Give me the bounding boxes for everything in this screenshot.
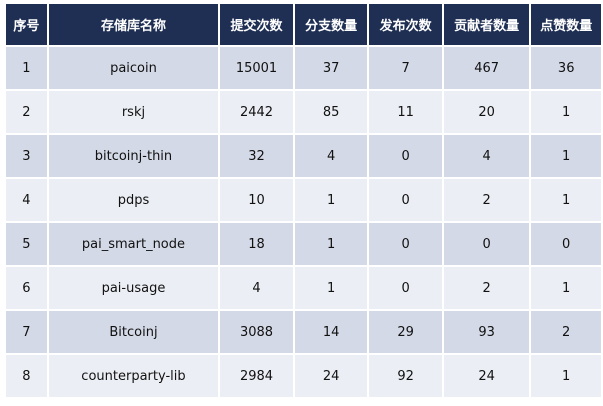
- header-repo-name: 存储库名称: [48, 4, 219, 45]
- cell-stars: 1: [531, 355, 601, 397]
- cell-releases: 0: [369, 223, 442, 265]
- header-commits: 提交次数: [220, 4, 293, 45]
- cell-releases: 7: [369, 47, 442, 89]
- cell-repo-name: paicoin: [48, 47, 219, 89]
- cell-branches: 1: [294, 179, 368, 221]
- cell-contributors: 93: [443, 311, 530, 353]
- cell-releases: 0: [369, 267, 442, 309]
- repository-stats-table: 序号 存储库名称 提交次数 分支数量 发布次数 贡献者数量 点赞数量 1 pai…: [4, 2, 603, 399]
- cell-stars: 1: [531, 91, 601, 133]
- cell-stars: 36: [531, 47, 601, 89]
- cell-stars: 0: [531, 223, 601, 265]
- table-row: 6 pai-usage 4 1 0 2 1: [6, 267, 601, 309]
- cell-commits: 15001: [220, 47, 293, 89]
- header-releases: 发布次数: [369, 4, 442, 45]
- cell-repo-name: Bitcoinj: [48, 311, 219, 353]
- cell-commits: 32: [220, 135, 293, 177]
- cell-contributors: 467: [443, 47, 530, 89]
- cell-repo-name: bitcoinj-thin: [48, 135, 219, 177]
- cell-stars: 2: [531, 311, 601, 353]
- cell-contributors: 24: [443, 355, 530, 397]
- cell-commits: 3088: [220, 311, 293, 353]
- cell-releases: 92: [369, 355, 442, 397]
- table-row: 4 pdps 10 1 0 2 1: [6, 179, 601, 221]
- cell-index: 2: [6, 91, 47, 133]
- cell-repo-name: pdps: [48, 179, 219, 221]
- cell-contributors: 0: [443, 223, 530, 265]
- cell-index: 7: [6, 311, 47, 353]
- table-row: 7 Bitcoinj 3088 14 29 93 2: [6, 311, 601, 353]
- cell-commits: 10: [220, 179, 293, 221]
- cell-index: 6: [6, 267, 47, 309]
- cell-commits: 2442: [220, 91, 293, 133]
- cell-branches: 24: [294, 355, 368, 397]
- cell-stars: 1: [531, 135, 601, 177]
- header-index: 序号: [6, 4, 47, 45]
- cell-commits: 4: [220, 267, 293, 309]
- table-row: 1 paicoin 15001 37 7 467 36: [6, 47, 601, 89]
- cell-index: 4: [6, 179, 47, 221]
- cell-branches: 85: [294, 91, 368, 133]
- cell-index: 3: [6, 135, 47, 177]
- cell-contributors: 4: [443, 135, 530, 177]
- table-row: 5 pai_smart_node 18 1 0 0 0: [6, 223, 601, 265]
- cell-stars: 1: [531, 267, 601, 309]
- cell-branches: 4: [294, 135, 368, 177]
- cell-repo-name: counterparty-lib: [48, 355, 219, 397]
- cell-repo-name: pai-usage: [48, 267, 219, 309]
- table-row: 8 counterparty-lib 2984 24 92 24 1: [6, 355, 601, 397]
- cell-stars: 1: [531, 179, 601, 221]
- cell-branches: 37: [294, 47, 368, 89]
- cell-contributors: 2: [443, 179, 530, 221]
- cell-releases: 29: [369, 311, 442, 353]
- cell-releases: 11: [369, 91, 442, 133]
- cell-branches: 1: [294, 223, 368, 265]
- cell-index: 5: [6, 223, 47, 265]
- cell-branches: 14: [294, 311, 368, 353]
- header-contributors: 贡献者数量: [443, 4, 530, 45]
- cell-commits: 2984: [220, 355, 293, 397]
- header-branches: 分支数量: [294, 4, 368, 45]
- cell-branches: 1: [294, 267, 368, 309]
- cell-repo-name: pai_smart_node: [48, 223, 219, 265]
- cell-repo-name: rskj: [48, 91, 219, 133]
- table-row: 3 bitcoinj-thin 32 4 0 4 1: [6, 135, 601, 177]
- table-header-row: 序号 存储库名称 提交次数 分支数量 发布次数 贡献者数量 点赞数量: [6, 4, 601, 45]
- cell-commits: 18: [220, 223, 293, 265]
- table-row: 2 rskj 2442 85 11 20 1: [6, 91, 601, 133]
- cell-releases: 0: [369, 135, 442, 177]
- cell-releases: 0: [369, 179, 442, 221]
- header-stars: 点赞数量: [531, 4, 601, 45]
- cell-contributors: 2: [443, 267, 530, 309]
- cell-index: 8: [6, 355, 47, 397]
- cell-contributors: 20: [443, 91, 530, 133]
- cell-index: 1: [6, 47, 47, 89]
- repository-table-container: 序号 存储库名称 提交次数 分支数量 发布次数 贡献者数量 点赞数量 1 pai…: [4, 2, 603, 399]
